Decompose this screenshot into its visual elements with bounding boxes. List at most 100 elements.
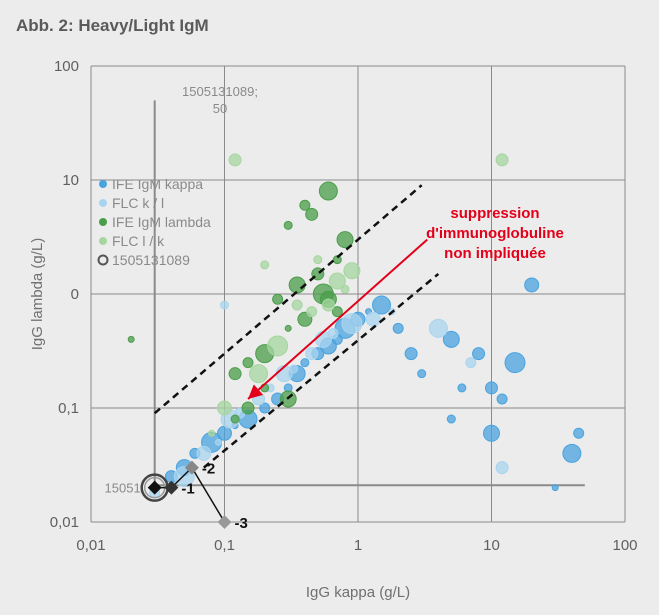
x-axis-label: IgG kappa (g/L): [306, 584, 410, 601]
data-point: [446, 414, 456, 424]
legend-marker: [99, 237, 107, 245]
data-point: [259, 402, 271, 414]
data-point: [485, 381, 498, 395]
data-point: [208, 429, 216, 437]
data-point: [465, 357, 477, 369]
annotations: 1505131089; 50 15051: [105, 84, 258, 496]
data-point: [306, 306, 318, 318]
data-point: [284, 324, 292, 332]
data-point: [392, 322, 404, 334]
legend-label: FLC k / l: [112, 195, 164, 211]
data-point: [365, 311, 381, 327]
data-point: [241, 401, 255, 415]
data-point: [457, 383, 467, 393]
data-point: [272, 293, 284, 305]
data-point: [327, 328, 339, 340]
chart-title: Abb. 2: Heavy/Light IgM: [16, 16, 209, 35]
y-tick-label: 100: [54, 58, 79, 75]
legend-label: FLC l / k: [112, 233, 165, 249]
suppression-label: non impliquée: [444, 245, 546, 262]
y-tick-label: 0,01: [50, 514, 79, 531]
start-annotation: 1505131089;: [182, 84, 258, 99]
legend-marker: [97, 254, 109, 266]
data-point: [551, 484, 559, 492]
data-point: [299, 199, 311, 211]
data-point: [496, 393, 508, 405]
data-point: [217, 400, 232, 416]
grid: [90, 65, 626, 523]
data-point: [291, 299, 303, 311]
x-tick-label: 0,01: [76, 537, 105, 554]
legend-label: IFE IgM kappa: [112, 176, 203, 192]
data-point: [524, 277, 540, 293]
data-point: [300, 358, 310, 368]
data-point: [343, 262, 361, 280]
x-tick-label: 100: [612, 537, 637, 554]
band-line: [203, 272, 440, 469]
data-point: [289, 364, 299, 374]
legend-label: IFE IgM lambda: [112, 214, 211, 230]
data-point: [313, 255, 323, 265]
start-annotation: 50: [213, 101, 227, 116]
data-point: [305, 207, 319, 221]
x-tick-label: 0,1: [214, 537, 235, 554]
legend-label: 1505131089: [112, 252, 190, 268]
patient-marker-label: -3: [235, 515, 248, 532]
data-point: [336, 231, 354, 249]
x-tick-label: 10: [483, 537, 500, 554]
arrow-head: [248, 384, 264, 399]
data-point: [305, 347, 319, 361]
patient-marker-label: -2: [202, 461, 215, 478]
y-tick-label: 0,1: [58, 400, 79, 417]
data-point: [504, 352, 526, 374]
data-point: [331, 306, 343, 318]
ring-annotation: 15051: [105, 481, 141, 496]
data-point: [214, 438, 222, 446]
data-point: [288, 276, 306, 294]
patient-marker: [217, 515, 232, 529]
data-point: [230, 414, 240, 424]
patient-markers: -1 -2 -3: [140, 460, 248, 532]
patient-marker-label: -1: [181, 481, 194, 498]
arrow-shaft: [247, 238, 428, 400]
data-point: [127, 335, 135, 343]
patient-connector: [191, 467, 226, 523]
data-point: [495, 153, 509, 167]
suppression-label: suppression: [450, 205, 539, 222]
y-axis-label: IgG lambda (g/L): [29, 238, 46, 351]
data-point: [260, 260, 270, 270]
data-point: [228, 367, 242, 381]
data-point: [442, 330, 460, 348]
legend-marker: [99, 199, 107, 207]
band-line: [153, 184, 423, 415]
data-point: [573, 427, 585, 439]
data-point: [267, 335, 289, 357]
data-point: [417, 369, 427, 379]
data-point: [321, 298, 335, 312]
legend-marker: [99, 218, 107, 226]
data-point: [495, 461, 509, 475]
data-point: [472, 347, 486, 361]
legend: IFE IgM kappa FLC k / l IFE IgM lambda FLC …: [97, 176, 211, 268]
tick-labels: 0,01 0,1 1 10 100 0,01 0,1 0 10 100: [50, 58, 638, 554]
data-point: [340, 284, 350, 294]
data-point: [318, 181, 338, 201]
y-tick-label: 0: [71, 286, 79, 303]
data-point: [220, 300, 229, 310]
data-point: [341, 313, 363, 335]
data-point: [562, 443, 582, 463]
data-point: [404, 347, 418, 361]
y-tick-label: 10: [62, 172, 79, 189]
data-point: [372, 295, 392, 315]
suppression-arrow: suppression d'immunoglobuline non impliqué…: [247, 205, 564, 400]
data-point: [249, 364, 269, 384]
suppression-label: d'immunoglobuline: [426, 225, 564, 242]
data-point: [196, 445, 212, 461]
data-point: [283, 220, 293, 230]
data-point: [242, 357, 254, 369]
data-point: [228, 153, 242, 167]
x-tick-label: 1: [354, 537, 362, 554]
data-point: [483, 424, 500, 442]
